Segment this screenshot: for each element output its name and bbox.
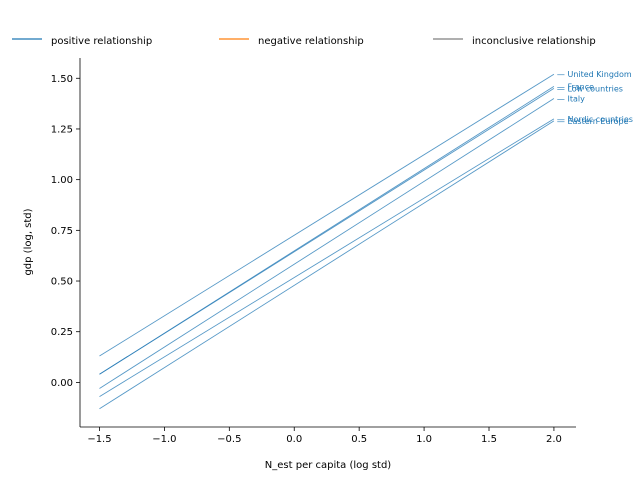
series-line	[99, 118, 555, 397]
y-tick-label: 1.50	[51, 74, 73, 85]
series-line	[99, 73, 555, 357]
legend-label: negative relationship	[258, 36, 364, 47]
legend: positive relationship negative relationsh…	[12, 36, 596, 47]
legend-label: positive relationship	[51, 36, 152, 47]
y-tick-label: 1.00	[51, 175, 73, 186]
x-tick-label: −0.5	[217, 434, 241, 445]
series-end-label: — Italy	[557, 95, 585, 104]
y-tick-label: 0.75	[51, 226, 73, 237]
y-axis-label: gdp (log, std)	[23, 208, 34, 275]
series-end-label: — Low countries	[557, 84, 623, 93]
x-tick-label: −1.0	[152, 434, 176, 445]
x-tick-label: 1.0	[416, 434, 432, 445]
series-line	[99, 98, 555, 389]
y-tick-label: 0.25	[51, 327, 73, 338]
series-line	[99, 88, 555, 375]
x-tick-label: −1.5	[87, 434, 111, 445]
series-end-label: — United Kingdom	[557, 70, 632, 79]
series-end-label: — Nordic countries	[557, 115, 633, 124]
series-end-label: — Eastern Europe	[557, 117, 629, 126]
x-tick-label: 1.5	[481, 434, 497, 445]
x-tick-label: 0.5	[351, 434, 367, 445]
x-axis-label: N_est per capita (log std)	[265, 460, 392, 471]
y-tick-label: 0.50	[51, 277, 73, 288]
series-lines	[99, 73, 555, 410]
y-tick-label: 0.00	[51, 378, 73, 389]
legend-label: inconclusive relationship	[472, 36, 596, 47]
x-tick-label: 2.0	[546, 434, 562, 445]
axes: −1.5 −1.0 −0.5 0.0 0.5 1.0 1.5 2.0 0.00 0.25 0.50 0…	[51, 58, 576, 445]
series-line	[99, 120, 555, 410]
y-tick-label: 1.25	[51, 124, 73, 135]
series-labels: — United Kingdom — France— Low countries —…	[557, 70, 633, 126]
series-end-label: — France	[557, 82, 594, 91]
x-tick-label: 0.0	[286, 434, 302, 445]
